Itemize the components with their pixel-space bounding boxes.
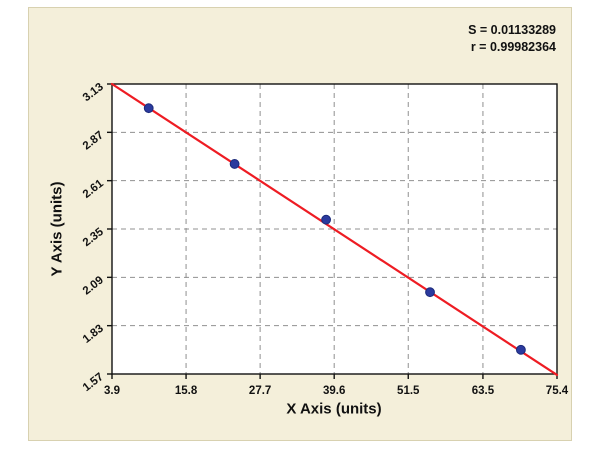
data-point [516, 344, 526, 355]
x-tick-label: 63.5 [472, 385, 495, 397]
y-tick-label: 2.35 [81, 226, 107, 250]
x-tick-label: 75.4 [546, 385, 569, 397]
fit-statistics: S = 0.01133289 r = 0.99982364 [468, 22, 556, 56]
x-tick-label: 15.8 [175, 385, 198, 397]
x-tick-label: 27.7 [249, 385, 271, 397]
y-axis-title: Y Axis (units) [48, 181, 66, 277]
x-tick-label: 51.5 [397, 385, 420, 397]
data-point [321, 214, 331, 225]
data-point [425, 287, 435, 298]
data-point [143, 103, 154, 114]
x-tick-label: 3.9 [104, 385, 120, 397]
y-tick-label: 2.09 [81, 274, 106, 297]
y-tick-label: 3.13 [81, 81, 106, 104]
y-tick-label: 2.87 [81, 129, 106, 152]
y-tick-label: 1.83 [81, 323, 106, 346]
data-point [229, 159, 240, 169]
y-tick-label: 1.57 [81, 371, 106, 394]
x-tick-label: 39.6 [323, 385, 345, 397]
y-tick-label: 2.61 [81, 177, 107, 201]
stat-s: S = 0.01133289 [468, 23, 556, 37]
stat-r: r = 0.99982364 [470, 40, 556, 54]
fit-line [110, 82, 559, 377]
x-axis-title: X Axis (units) [286, 400, 382, 418]
